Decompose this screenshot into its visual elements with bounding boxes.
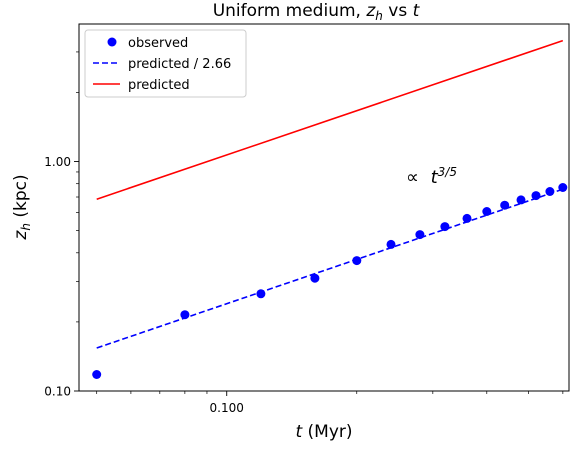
data-point-observed (545, 187, 555, 196)
legend: observed predicted / 2.66 predicted (84, 29, 247, 98)
series-line-predicted-2-66 (96, 188, 564, 349)
x-tick-label: 0.100 (210, 401, 244, 415)
data-point-observed (310, 273, 320, 283)
axes-frame (78, 23, 570, 392)
y-tick-label: 1.00 (44, 155, 71, 169)
x-axis-label: t (Myr) (295, 422, 352, 442)
legend-marker-observed (107, 37, 117, 47)
series-line-predicted (96, 39, 564, 200)
y-tick-label: 0.10 (44, 385, 71, 399)
data-point-observed (531, 191, 541, 201)
data-point-observed (415, 230, 425, 240)
data-point-observed (352, 256, 362, 266)
legend-label-observed: observed (128, 36, 188, 51)
legend-label-predicted-scaled: predicted / 2.66 (128, 57, 231, 72)
legend-label-predicted: predicted (128, 78, 190, 93)
axis-ticks: 0.10 1.00 0.100 (44, 51, 564, 415)
y-axis-label: zh (kpc) (11, 174, 33, 240)
power-law-annotation: ∝ t3/5 (406, 165, 457, 188)
data-point-observed (462, 213, 472, 223)
legend-box (84, 29, 247, 98)
plot-area (92, 39, 568, 379)
data-point-observed (92, 370, 102, 379)
data-point-observed (386, 239, 396, 249)
chart-title: Uniform medium, zh vs t (213, 1, 421, 23)
